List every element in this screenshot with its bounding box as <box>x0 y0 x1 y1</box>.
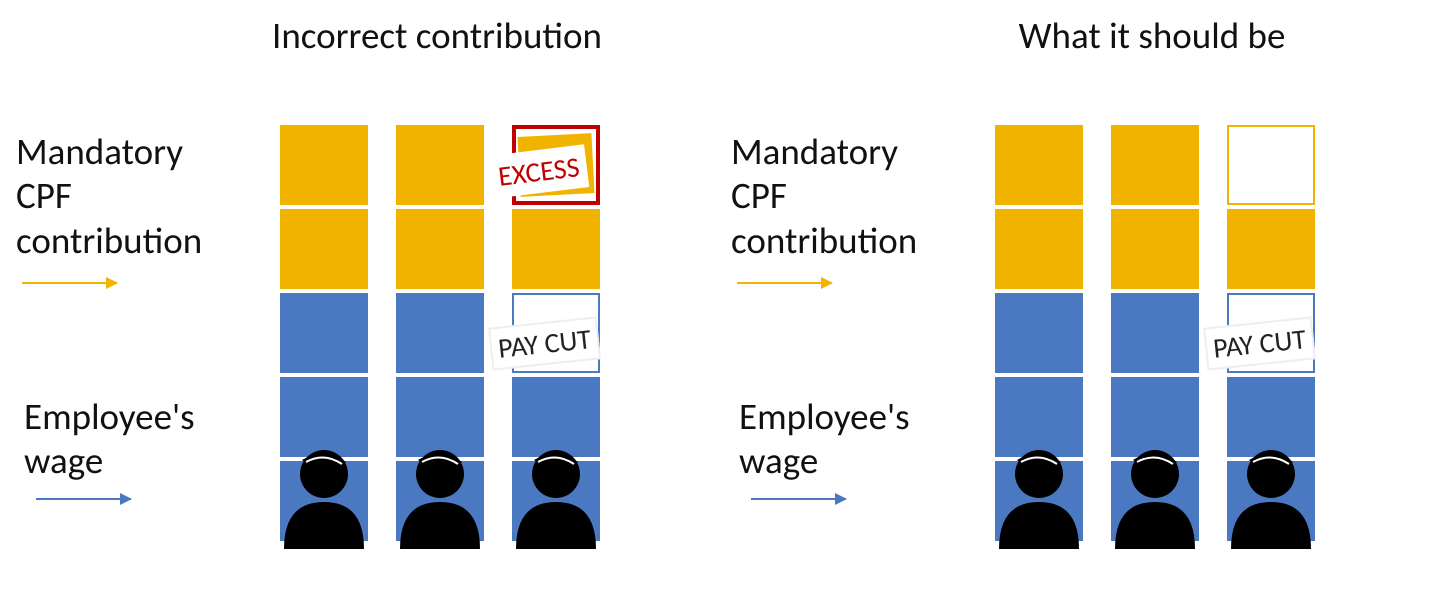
block <box>1111 293 1199 373</box>
person-icon <box>274 444 374 549</box>
panel-title: What it should be <box>987 14 1317 58</box>
person-icon <box>1221 444 1321 549</box>
block <box>995 209 1083 289</box>
person-icon <box>989 444 1089 549</box>
block <box>1111 209 1199 289</box>
block <box>396 209 484 289</box>
block <box>280 209 368 289</box>
person-icon <box>390 444 490 549</box>
block <box>995 125 1083 205</box>
column <box>396 125 484 541</box>
block <box>512 209 600 289</box>
column <box>1111 125 1199 541</box>
arrow-wage-icon <box>36 498 131 500</box>
block <box>1227 209 1315 289</box>
block <box>280 293 368 373</box>
label-wage: Employee's wage <box>24 395 244 484</box>
column <box>995 125 1083 541</box>
arrow-cpf-icon <box>737 282 832 284</box>
label-wage: Employee's wage <box>739 395 959 484</box>
label-cpf: Mandatory CPF contribution <box>731 130 951 263</box>
block <box>396 125 484 205</box>
person-icon <box>506 444 606 549</box>
arrow-cpf-icon <box>22 282 117 284</box>
block <box>396 293 484 373</box>
block <box>1111 125 1199 205</box>
block <box>1227 125 1315 205</box>
panel-correct: What it should be Mandatory CPF contribu… <box>715 0 1431 599</box>
label-cpf: Mandatory CPF contribution <box>16 130 236 263</box>
person-icon <box>1105 444 1205 549</box>
arrow-wage-icon <box>751 498 846 500</box>
block <box>995 293 1083 373</box>
block <box>280 125 368 205</box>
panel-title: Incorrect contribution <box>272 14 602 58</box>
column <box>280 125 368 541</box>
panel-incorrect: Incorrect contribution Mandatory CPF con… <box>0 0 715 599</box>
